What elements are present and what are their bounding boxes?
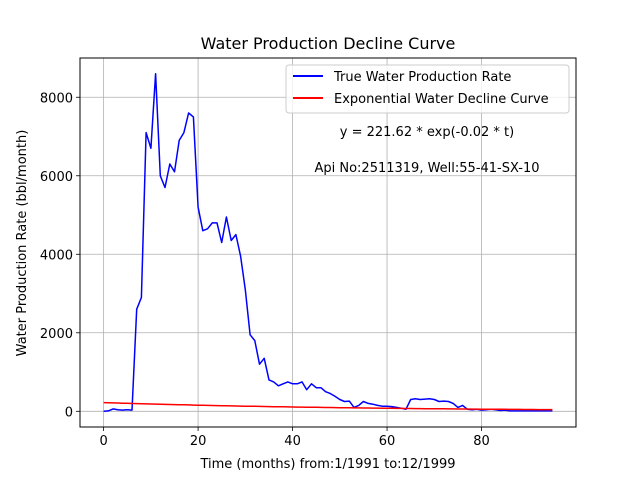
x-tick-label: 80 <box>473 434 490 449</box>
legend-label-true-rate: True Water Production Rate <box>333 70 511 85</box>
x-tick-label: 20 <box>190 434 207 449</box>
x-tick-label: 0 <box>99 434 107 449</box>
y-tick-label: 4000 <box>40 248 73 263</box>
well-annotation: Api No:2511319, Well:55-41-SX-10 <box>314 161 539 176</box>
y-axis-label: Water Production Rate (bbl/month) <box>15 130 30 357</box>
series-line-exponential <box>103 401 553 411</box>
y-tick-label: 6000 <box>40 170 73 185</box>
plot-lines <box>103 72 553 413</box>
legend: True Water Production Rate Exponential W… <box>285 64 570 114</box>
legend-box <box>285 64 570 114</box>
x-tick-label: 60 <box>379 434 396 449</box>
x-tick-label: 40 <box>284 434 301 449</box>
x-axis-label: Time (months) from:1/1991 to:12/1999 <box>199 457 455 472</box>
chart-title: Water Production Decline Curve <box>201 34 456 53</box>
y-tick-label: 8000 <box>40 91 73 106</box>
plot-frame <box>79 57 577 428</box>
y-tick-label: 0 <box>65 405 73 420</box>
y-tick-label: 2000 <box>40 327 73 342</box>
equation-annotation: y = 221.62 * exp(-0.02 * t) <box>340 125 514 140</box>
legend-label-exponential: Exponential Water Decline Curve <box>334 92 549 107</box>
ticks: 0 20 40 60 80 0 2000 4000 6000 8000 <box>40 91 490 449</box>
